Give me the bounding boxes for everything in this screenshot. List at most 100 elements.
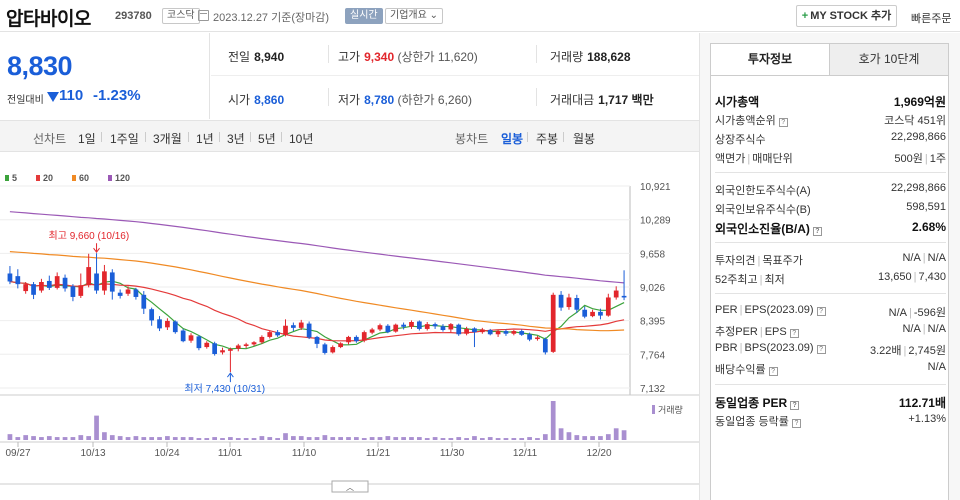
help-icon[interactable]: ? <box>768 367 778 376</box>
per-value: N/A <box>888 307 907 319</box>
volume-bar <box>598 436 603 440</box>
realtime-button[interactable]: 실시간 <box>345 8 383 24</box>
est-eps-value: N/A <box>927 323 946 335</box>
candle-body <box>535 337 540 340</box>
x-tick-label: 09/27 <box>5 448 30 459</box>
period-3m[interactable]: 3개월 <box>153 132 182 146</box>
volume-bar <box>188 437 194 440</box>
stock-code: 293780 <box>115 10 152 22</box>
candle-body <box>479 329 485 333</box>
quick-order-link[interactable]: 빠른주문 <box>911 13 952 25</box>
candle-body <box>361 332 367 341</box>
candle-body <box>377 325 383 330</box>
investment-info-body: 시가총액 1,969억원 시가총액순위? 코스닥 451위 상장주식수 22,298,… <box>710 75 949 500</box>
chart-period-bar: 선차트 1일 1주일 3개월 1년 3년 5년 10년 봉차트 일봉 주봉 월봉 <box>0 120 699 152</box>
period-5y[interactable]: 5년 <box>258 132 276 146</box>
candle-daily[interactable]: 일봉 <box>501 132 524 146</box>
volume-bar <box>361 438 367 440</box>
period-1y[interactable]: 1년 <box>196 132 214 146</box>
help-icon[interactable]: ? <box>791 419 801 428</box>
candle-body <box>7 273 13 282</box>
chevron-down-icon: ⌄ <box>429 10 438 21</box>
candle-body <box>582 309 588 317</box>
candle-body <box>369 329 375 333</box>
volume-bar <box>416 437 422 440</box>
add-mystock-button[interactable]: + MY STOCK 추가 <box>796 5 897 27</box>
volume-bar <box>393 437 399 440</box>
period-1w[interactable]: 1주일 <box>110 132 139 146</box>
candle-body <box>46 280 52 288</box>
candle-body <box>291 325 296 328</box>
candle-body <box>125 289 131 294</box>
stat-amount-value: 1,717 <box>598 93 629 107</box>
help-icon[interactable]: ? <box>789 329 799 338</box>
volume-bar <box>298 436 304 440</box>
candle-body <box>346 336 351 343</box>
period-3y[interactable]: 3년 <box>227 132 245 146</box>
row-52week: 52주최고 | 최저 13,650 | 7,430 <box>715 271 946 286</box>
help-icon[interactable]: ? <box>816 345 826 354</box>
candle-body <box>314 336 320 344</box>
per-label: PER <box>715 304 738 316</box>
volume-bar <box>314 437 320 440</box>
foreign-limit-label: 외국인한도주식수(A) <box>715 185 811 197</box>
candle-body <box>393 324 399 332</box>
candle-monthly[interactable]: 월봉 <box>573 132 596 146</box>
volume-bar <box>54 437 60 440</box>
volume-bar <box>172 437 178 440</box>
stat-open-value: 8,860 <box>254 93 285 107</box>
help-icon[interactable]: ? <box>816 307 826 316</box>
bps-label: BPS(2023.09) <box>744 342 814 354</box>
volume-bar <box>39 437 44 440</box>
w52-low-value: 7,430 <box>918 271 946 283</box>
volume-bar <box>464 438 469 440</box>
sector-per-label: 동일업종 PER <box>715 396 788 410</box>
candle-body <box>385 325 391 333</box>
volume-bar <box>212 437 218 440</box>
volume-bar <box>259 436 265 440</box>
row-sector-rate: 동일업종 등락률? +1.13% <box>715 411 946 429</box>
change-label: 전일대비 <box>7 95 44 106</box>
row-pbr: PBR | BPS(2023.09)? 3.22배 | 2,745원 <box>715 342 946 357</box>
company-info-button[interactable]: 기업개요 ⌄ <box>385 8 443 24</box>
candle-body <box>495 331 501 335</box>
candle-body <box>298 322 304 328</box>
row-foreign-hold: 외국인보유주식수(B) 598,591 <box>715 199 946 217</box>
price-change: 110 <box>59 87 84 104</box>
volume-bar <box>133 436 139 440</box>
help-icon[interactable]: ? <box>790 401 800 410</box>
volume-bar <box>322 435 328 440</box>
stat-low: 저가 8,780 (하한가 6,260) <box>338 91 472 108</box>
candle-body <box>574 298 580 310</box>
volume-bar <box>472 436 477 440</box>
change-rate: -1.23% <box>93 87 141 104</box>
volume-bar <box>204 438 210 440</box>
y-tick-label: 9,026 <box>640 283 665 294</box>
bps-value: 2,745원 <box>908 345 946 357</box>
stat-open-label: 시가 <box>228 93 251 107</box>
help-icon[interactable]: ? <box>778 118 788 127</box>
volume-bar <box>330 437 336 440</box>
stock-header: 압타바이오 293780 코스닥 2023.12.27 기준(장마감) 실시간 … <box>0 0 960 32</box>
price-summary: 8,830 전일대비 110 -1.23% <box>0 33 210 119</box>
opinion-label: 투자의견 <box>715 255 756 267</box>
period-10y[interactable]: 10년 <box>289 132 314 146</box>
unit-label: 매매단위 <box>752 153 793 165</box>
stat-amount-label: 거래대금 <box>550 93 595 107</box>
upper-limit: (상한가 11,620) <box>397 50 478 64</box>
candle-body <box>416 321 422 329</box>
tab-order-book[interactable]: 호가 10단계 <box>829 43 949 76</box>
stat-open: 시가 8,860 <box>228 91 284 108</box>
candle-body <box>149 309 155 321</box>
volume-bar <box>165 436 170 440</box>
help-icon[interactable]: ? <box>812 227 822 236</box>
period-1d[interactable]: 1일 <box>78 132 96 146</box>
candle-body <box>180 330 186 342</box>
par-value: 500원 <box>894 153 923 165</box>
chart-expand-handle[interactable] <box>331 480 369 493</box>
volume-bar <box>7 434 13 440</box>
volume-bar <box>456 437 462 440</box>
tab-investment-info[interactable]: 투자정보 <box>710 43 830 76</box>
candle-weekly[interactable]: 주봉 <box>536 132 559 146</box>
eps-value: -596원 <box>913 307 946 319</box>
